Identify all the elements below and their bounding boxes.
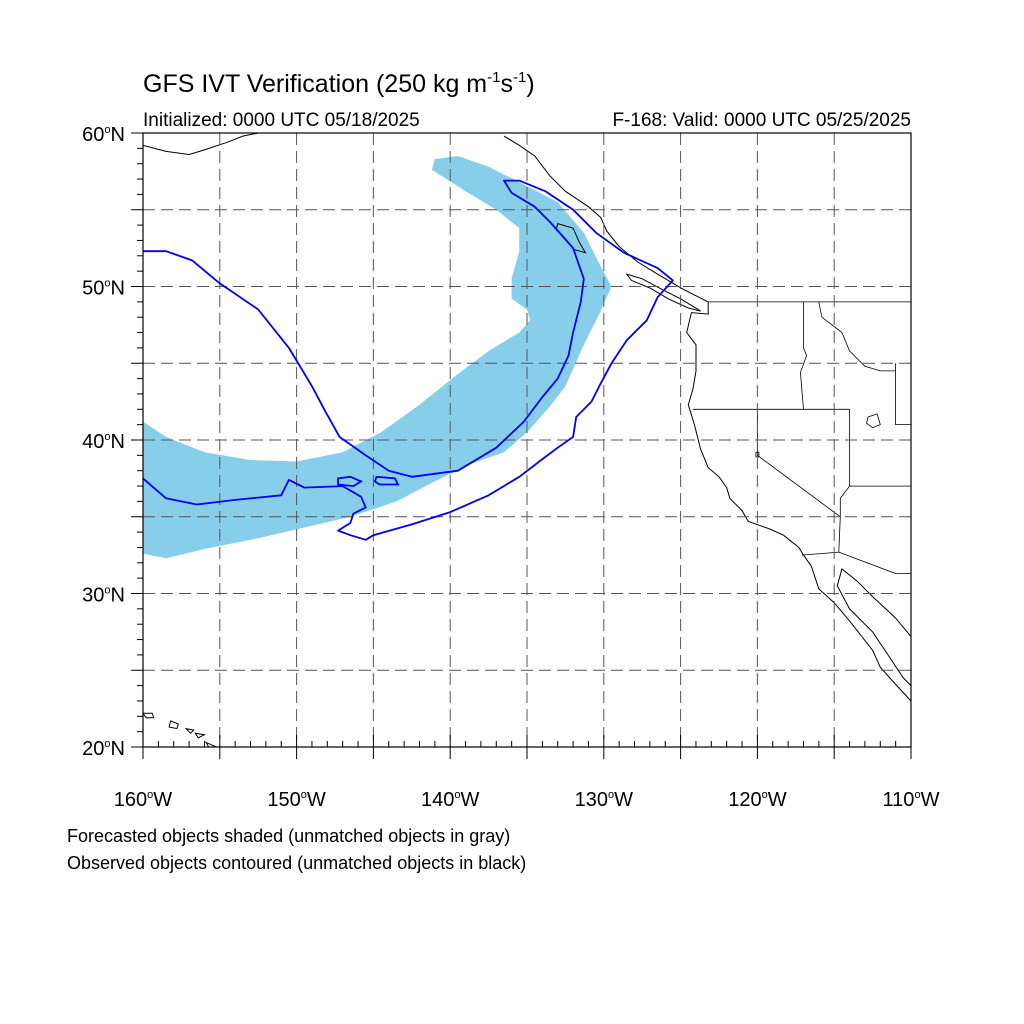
forecast-layer (143, 156, 612, 559)
political-border (799, 347, 808, 410)
gridlines (143, 133, 911, 747)
lake-outline (755, 451, 760, 458)
political-border (839, 409, 850, 517)
political-border (895, 363, 911, 426)
observed-ivt-contour-island (373, 475, 400, 486)
observed-layer (143, 179, 674, 541)
hawaii-island (194, 732, 206, 739)
lon-tick-label: 140oW (421, 789, 480, 811)
political-border (838, 516, 841, 553)
political-border (818, 301, 896, 372)
lon-tick-label: 130oW (575, 789, 634, 811)
plot-title: GFS IVT Verification (250 kg m-1s-1) (143, 69, 535, 98)
hawaii-island (168, 720, 179, 730)
tick-marks (131, 132, 912, 759)
observed-ivt-contour (143, 179, 674, 541)
lake-outline (866, 413, 881, 429)
lat-tick-label: 60oN (82, 124, 125, 146)
hawaii-island (184, 727, 195, 734)
forecast-ivt-object (143, 156, 612, 559)
lon-tick-label: 120oW (728, 789, 787, 811)
lat-tick-label: 30oN (82, 585, 125, 607)
axis-labels: 20oN 30oN 40oN 50oN 60oN 160oW 150oW 140oW 130oW… (82, 124, 939, 811)
lat-tick-label: 50oN (82, 278, 125, 300)
lat-tick-label: 40oN (82, 431, 125, 453)
caption-observed: Observed objects contoured (unmatched ob… (67, 853, 527, 873)
valid-time-label: F-168: Valid: 0000 UTC 05/25/2025 (612, 110, 911, 131)
west-coast-coastline (503, 135, 911, 702)
init-time-label: Initialized: 0000 UTC 05/18/2025 (143, 110, 420, 131)
observed-ivt-contour-island (337, 475, 364, 488)
lat-tick-label: 20oN (82, 738, 125, 760)
political-border (757, 409, 841, 518)
lon-tick-label: 150oW (267, 789, 326, 811)
lon-tick-label: 160oW (114, 789, 173, 811)
hawaii-island (143, 712, 155, 719)
political-border (801, 551, 911, 574)
alaska-coastline (143, 133, 259, 156)
caption-forecast: Forecasted objects shaded (unmatched obj… (67, 826, 511, 846)
vancouver-island (625, 273, 701, 312)
gulf-of-california-coastline (836, 568, 911, 686)
hawaii-island (204, 741, 218, 747)
lon-tick-label: 110oW (883, 789, 940, 811)
